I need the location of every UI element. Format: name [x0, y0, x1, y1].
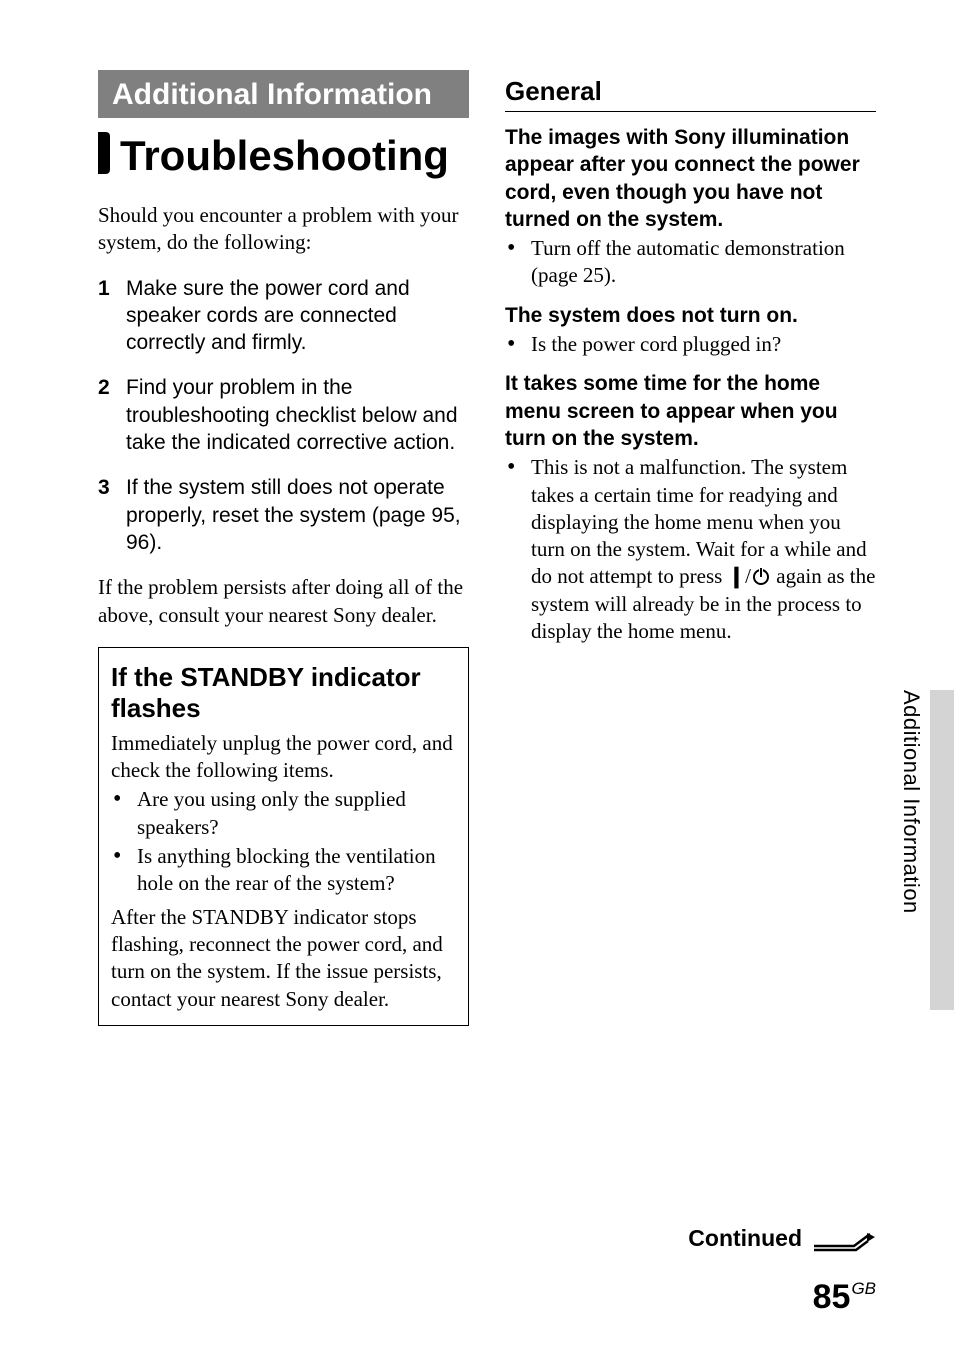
- issue-bullets: Is the power cord plugged in?: [505, 331, 876, 358]
- callout-lead: Immediately unplug the power cord, and c…: [111, 730, 456, 785]
- bullet-item: This is not a malfunction. The system ta…: [505, 454, 876, 645]
- issue-bullets: This is not a malfunction. The system ta…: [505, 454, 876, 645]
- bullet-item: Turn off the automatic demonstration (pa…: [505, 235, 876, 290]
- continued-arrow-icon: [812, 1232, 876, 1252]
- main-heading-row: Troubleshooting: [98, 132, 469, 180]
- after-steps-paragraph: If the problem persists after doing all …: [98, 574, 469, 629]
- standby-callout: If the STANDBY indicator flashes Immedia…: [98, 647, 469, 1026]
- callout-tail: After the STANDBY indicator stops flashi…: [111, 904, 456, 1013]
- callout-heading: If the STANDBY indicator flashes: [111, 662, 456, 724]
- side-tab-bar: [930, 690, 954, 1010]
- intro-paragraph: Should you encounter a problem with your…: [98, 202, 469, 257]
- continued-row: Continued: [688, 1225, 876, 1252]
- page-number-suffix: GB: [851, 1279, 876, 1298]
- step-item: Find your problem in the troubleshooting…: [98, 374, 469, 456]
- bullet-item: Is anything blocking the ventilation hol…: [111, 843, 456, 898]
- section-box-header: Additional Information: [98, 70, 469, 118]
- bullet-item: Is the power cord plugged in?: [505, 331, 876, 358]
- general-heading: General: [505, 76, 876, 112]
- issue-bullets: Turn off the automatic demonstration (pa…: [505, 235, 876, 290]
- step-item: If the system still does not operate pro…: [98, 474, 469, 556]
- power-icon: [753, 569, 769, 585]
- bullet-item: Are you using only the supplied speakers…: [111, 786, 456, 841]
- issue-heading: It takes some time for the home menu scr…: [505, 370, 876, 452]
- right-column: General The images with Sony illuminatio…: [505, 70, 876, 1026]
- step-item: Make sure the power cord and speaker cor…: [98, 275, 469, 357]
- page-number: 85GB: [813, 1278, 876, 1317]
- issue-heading: The system does not turn on.: [505, 302, 876, 329]
- page-number-value: 85: [813, 1278, 851, 1316]
- callout-bullets: Are you using only the supplied speakers…: [111, 786, 456, 897]
- left-column: Additional Information Troubleshooting S…: [98, 70, 469, 1026]
- main-heading: Troubleshooting: [120, 132, 449, 180]
- issue-heading: The images with Sony illumination appear…: [505, 124, 876, 233]
- page: Additional Information Troubleshooting S…: [0, 0, 954, 1357]
- continued-label: Continued: [688, 1225, 802, 1252]
- heading-accent-bar: [98, 132, 110, 174]
- side-tab-label: Additional Information: [898, 690, 924, 1010]
- steps-list: Make sure the power cord and speaker cor…: [98, 275, 469, 557]
- two-column-layout: Additional Information Troubleshooting S…: [98, 70, 876, 1026]
